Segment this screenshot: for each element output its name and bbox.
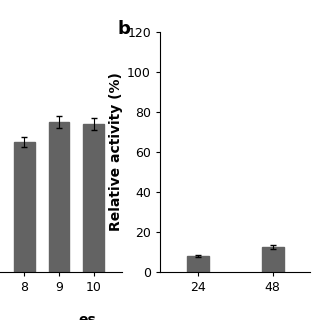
Bar [262, 247, 284, 272]
Text: b: b [118, 20, 131, 38]
Bar [14, 142, 35, 272]
Bar [49, 122, 69, 272]
Y-axis label: Relative activity (%): Relative activity (%) [109, 73, 123, 231]
Text: es: es [79, 313, 96, 320]
Bar [84, 124, 104, 272]
Bar [187, 256, 209, 272]
